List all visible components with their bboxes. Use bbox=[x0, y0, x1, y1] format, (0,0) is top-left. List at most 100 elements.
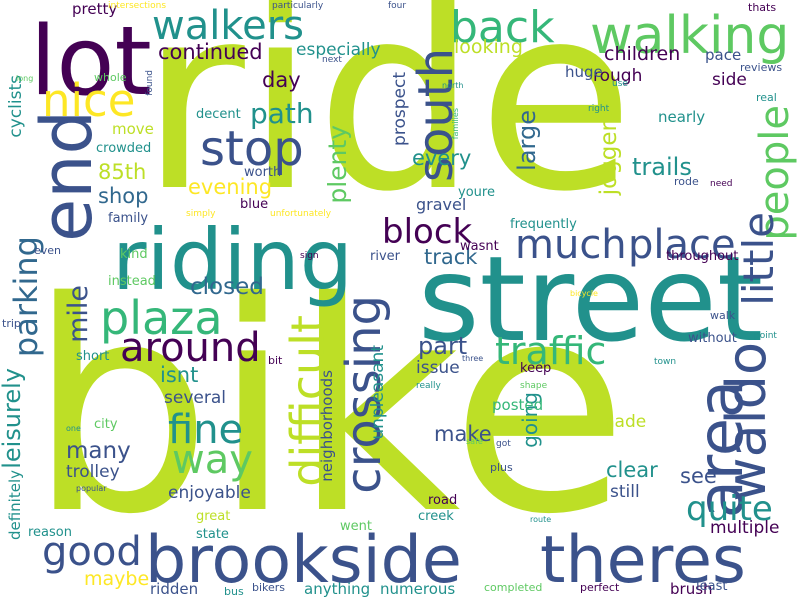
word-especially: especially bbox=[296, 40, 381, 60]
word-frequently: frequently bbox=[510, 217, 577, 232]
word-thats: thats bbox=[748, 1, 777, 14]
word-decent: decent bbox=[196, 107, 241, 122]
word-prospect: prospect bbox=[390, 72, 410, 146]
word-creek: creek bbox=[418, 509, 454, 524]
word-made: made bbox=[598, 412, 647, 432]
word-throughout: throughout bbox=[666, 249, 739, 264]
word-completed: completed bbox=[484, 581, 543, 594]
word-gravel: gravel bbox=[416, 195, 467, 214]
word-real: real bbox=[756, 91, 777, 104]
word-worth: worth bbox=[244, 165, 282, 180]
word-family: family bbox=[108, 211, 149, 226]
word-pretty: pretty bbox=[72, 0, 118, 18]
word-back: back bbox=[450, 2, 555, 53]
word-unpleasant: unpleasant bbox=[368, 345, 388, 440]
word-large: large bbox=[513, 110, 541, 171]
word-place: place bbox=[628, 222, 736, 268]
word-use: use bbox=[612, 79, 628, 89]
word-maybe: maybe bbox=[84, 568, 150, 590]
word-river: river bbox=[370, 249, 400, 264]
word-shape: shape bbox=[520, 381, 548, 391]
word-long: long bbox=[16, 74, 34, 83]
word-walk: walk bbox=[710, 309, 736, 322]
word-street: street bbox=[418, 230, 764, 368]
word-blue: blue bbox=[240, 197, 269, 212]
word-trip: trip bbox=[2, 317, 21, 330]
word-neighborhoods: neighborhoods bbox=[318, 370, 336, 482]
word-several: several bbox=[164, 388, 226, 408]
word-children: children bbox=[604, 43, 681, 65]
word-little: little bbox=[734, 212, 783, 306]
word-one: one bbox=[66, 424, 81, 433]
word-route: route bbox=[530, 515, 552, 524]
word-nice: nice bbox=[42, 74, 136, 127]
word-isnt: isnt bbox=[160, 363, 199, 387]
word-reason: reason bbox=[28, 525, 72, 540]
word-plaza: plaza bbox=[100, 291, 223, 345]
word-went: went bbox=[340, 519, 372, 534]
word-even: even bbox=[34, 244, 62, 257]
word-side: side bbox=[712, 70, 747, 90]
word-kind: kind bbox=[120, 247, 148, 262]
word-town: town bbox=[654, 357, 677, 367]
word-cyclists: cyclists bbox=[6, 75, 26, 138]
word-without: without bbox=[688, 331, 737, 346]
word-issue: issue bbox=[416, 358, 460, 378]
word-keep: keep bbox=[520, 361, 552, 376]
word-track: track bbox=[424, 245, 478, 269]
word-numerous: numerous bbox=[380, 580, 456, 598]
word-sign: sign bbox=[300, 251, 319, 261]
word-make: make bbox=[434, 422, 492, 446]
word-found: found bbox=[145, 70, 155, 96]
word-anything: anything bbox=[304, 580, 371, 598]
word-definitely: definitely bbox=[6, 470, 24, 541]
word-youre: youre bbox=[458, 185, 495, 200]
word-need: need bbox=[710, 179, 733, 189]
word-short: short bbox=[76, 349, 110, 364]
word-mile: mile bbox=[63, 285, 94, 343]
word-stop: stop bbox=[200, 121, 304, 177]
word-reviews: reviews bbox=[740, 61, 783, 74]
word-ride: ride bbox=[140, 0, 635, 248]
word-joggers: joggers bbox=[596, 110, 622, 196]
word-really: really bbox=[416, 381, 441, 391]
word-brush: brush bbox=[670, 580, 713, 598]
word-move: move bbox=[112, 120, 154, 138]
word-great: great bbox=[196, 509, 231, 524]
word-many: many bbox=[66, 438, 131, 464]
word-rough: rough bbox=[593, 66, 643, 86]
word-bike: bike bbox=[28, 241, 629, 578]
word-way: way bbox=[172, 437, 253, 483]
word-least: least bbox=[696, 579, 728, 594]
word-families: families bbox=[451, 108, 460, 140]
word-bus: bus bbox=[224, 585, 244, 598]
word-every: every bbox=[412, 146, 472, 170]
word-safe: safe bbox=[466, 437, 483, 446]
word-wasnt: wasnt bbox=[460, 239, 499, 254]
word-traffic: traffic bbox=[495, 329, 607, 373]
word-day: day bbox=[262, 68, 301, 92]
word-right: right bbox=[588, 104, 610, 114]
word-bit: bit bbox=[268, 354, 283, 367]
word-looking: looking bbox=[454, 36, 523, 58]
word-whole: whole bbox=[94, 71, 127, 84]
word-closed: closed bbox=[190, 274, 264, 300]
word-part: part bbox=[418, 332, 468, 360]
word-plus: plus bbox=[490, 461, 513, 474]
word-evening: evening bbox=[188, 175, 273, 199]
word-multiple: multiple bbox=[710, 518, 780, 538]
word-leisurely: leisurely bbox=[0, 368, 26, 469]
word-trails: trails bbox=[632, 153, 692, 181]
word-point: point bbox=[754, 331, 777, 341]
word-instead: instead bbox=[108, 274, 156, 289]
word-city: city bbox=[94, 417, 118, 432]
word-bikers: bikers bbox=[252, 581, 286, 594]
word-continued: continued bbox=[158, 40, 263, 64]
word-particularly: particularly bbox=[272, 1, 324, 11]
word-waldo: waldo bbox=[715, 342, 778, 502]
word-lot: lot bbox=[30, 7, 152, 117]
word-popular: popular bbox=[76, 484, 107, 493]
word-posted: posted bbox=[492, 396, 544, 414]
word-got: got bbox=[496, 439, 511, 449]
